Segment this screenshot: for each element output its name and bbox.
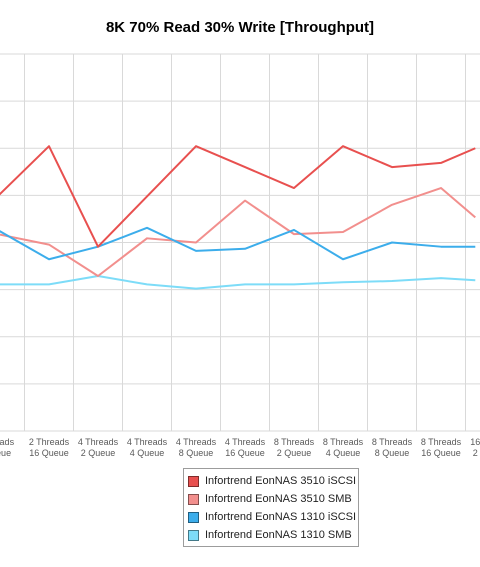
series-lines — [0, 145, 476, 290]
legend-swatch — [188, 529, 199, 541]
x-tick-label: 8 Threads 4 Queue — [323, 437, 364, 458]
legend-item: Infortrend EonNAS 3510 iSCSI — [188, 472, 358, 490]
legend-label: Infortrend EonNAS 3510 SMB — [205, 493, 352, 505]
legend-label: Infortrend EonNAS 1310 SMB — [205, 529, 352, 541]
x-tick-label: 4 Threads 8 Queue — [176, 437, 217, 458]
series-line — [0, 145, 476, 248]
x-tick-label: 8 Threads 16 Queue — [421, 437, 462, 458]
x-tick-label: 4 Threads 2 Queue — [78, 437, 119, 458]
x-tick-label: 8 Threads 8 Queue — [372, 437, 413, 458]
legend-swatch — [188, 511, 199, 523]
x-tick-label: ThreadsQueue — [0, 437, 15, 458]
legend: Infortrend EonNAS 3510 iSCSI Infortrend E… — [183, 468, 359, 547]
series-line — [0, 226, 476, 261]
x-tick-label: 4 Threads 4 Queue — [127, 437, 168, 458]
x-tick-label: 16 2 — [470, 437, 480, 458]
series-line — [0, 187, 476, 278]
x-tick-label: 8 Threads 2 Queue — [274, 437, 315, 458]
grid-lines — [0, 53, 480, 432]
legend-item: Infortrend EonNAS 1310 SMB — [188, 526, 358, 544]
legend-item: Infortrend EonNAS 1310 iSCSI — [188, 508, 358, 526]
x-tick-label: 4 Threads 16 Queue — [225, 437, 266, 458]
legend-label: Infortrend EonNAS 1310 iSCSI — [205, 511, 357, 523]
legend-label: Infortrend EonNAS 3510 iSCSI — [205, 475, 357, 487]
legend-swatch — [188, 493, 199, 505]
legend-item: Infortrend EonNAS 3510 SMB — [188, 490, 358, 508]
legend-swatch — [188, 475, 199, 487]
x-tick-label: 2 Threads 16 Queue — [29, 437, 70, 458]
series-line — [0, 275, 476, 290]
chart-title: 8K 70% Read 30% Write [Throughput] — [105, 19, 375, 36]
